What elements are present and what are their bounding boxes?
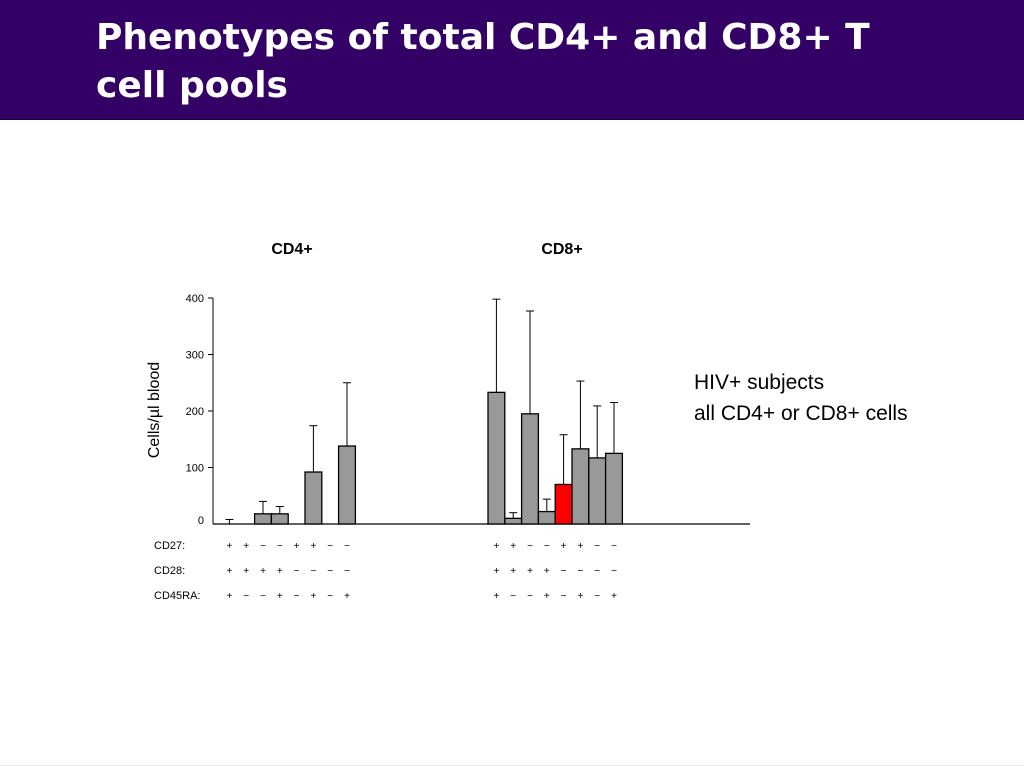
marker-sign: − bbox=[327, 541, 333, 552]
marker-sign: − bbox=[611, 566, 617, 577]
bar bbox=[337, 445, 357, 525]
marker-sign: − bbox=[327, 591, 333, 602]
marker-row-label: CD28: bbox=[154, 565, 185, 577]
marker-row-label: CD45RA: bbox=[154, 590, 200, 602]
footer-divider bbox=[0, 765, 1024, 766]
marker-sign: − bbox=[611, 541, 617, 552]
marker-sign: − bbox=[260, 591, 266, 602]
marker-row-label: CD27: bbox=[154, 540, 185, 552]
marker-sign: − bbox=[527, 541, 533, 552]
marker-sign: − bbox=[594, 566, 600, 577]
y-axis-label: Cells/µl blood bbox=[146, 362, 163, 458]
marker-sign: − bbox=[561, 566, 567, 577]
panel-title-0: CD4+ bbox=[271, 241, 312, 258]
marker-sign: − bbox=[594, 541, 600, 552]
highlighted-bar bbox=[554, 483, 573, 525]
marker-sign: + bbox=[493, 566, 499, 577]
marker-sign: − bbox=[577, 566, 583, 577]
marker-sign: + bbox=[510, 541, 516, 552]
y-tick-label: 300 bbox=[186, 350, 204, 362]
marker-sign: − bbox=[510, 591, 516, 602]
annotation-text: HIV+ subjects all CD4+ or CD8+ cells bbox=[694, 367, 908, 429]
marker-sign: + bbox=[344, 591, 350, 602]
marker-sign: − bbox=[594, 591, 600, 602]
bar bbox=[571, 448, 590, 525]
marker-sign: − bbox=[327, 566, 333, 577]
y-tick-label: 400 bbox=[186, 293, 204, 305]
marker-sign: − bbox=[344, 566, 350, 577]
slide-title: Phenotypes of total CD4+ and CD8+ T cell… bbox=[96, 17, 870, 106]
marker-sign: + bbox=[277, 591, 283, 602]
marker-sign: − bbox=[260, 541, 266, 552]
marker-sign: + bbox=[226, 541, 232, 552]
bar bbox=[588, 457, 607, 525]
marker-sign: − bbox=[544, 541, 550, 552]
marker-sign: − bbox=[294, 591, 300, 602]
bar bbox=[270, 513, 289, 525]
panel-title-1: CD8+ bbox=[541, 241, 582, 258]
marker-sign: − bbox=[344, 541, 350, 552]
marker-sign: + bbox=[544, 566, 550, 577]
marker-sign: − bbox=[294, 566, 300, 577]
bar bbox=[504, 517, 523, 525]
marker-sign: + bbox=[310, 541, 316, 552]
bar bbox=[304, 471, 323, 525]
title-banner: Phenotypes of total CD4+ and CD8+ T cell… bbox=[0, 0, 1024, 120]
bar bbox=[520, 413, 540, 525]
marker-sign: − bbox=[310, 566, 316, 577]
y-tick-label: 100 bbox=[186, 463, 204, 475]
marker-sign: + bbox=[611, 591, 617, 602]
marker-sign: − bbox=[561, 591, 567, 602]
marker-sign: + bbox=[493, 591, 499, 602]
y-tick-label: 200 bbox=[186, 406, 204, 418]
annotation-line-1: HIV+ subjects bbox=[694, 371, 825, 394]
marker-sign: + bbox=[577, 541, 583, 552]
marker-sign: + bbox=[243, 566, 249, 577]
marker-sign: + bbox=[544, 591, 550, 602]
bar bbox=[604, 452, 624, 525]
y-tick-label: 0 bbox=[198, 515, 204, 527]
marker-sign: + bbox=[226, 566, 232, 577]
marker-sign: + bbox=[561, 541, 567, 552]
marker-sign: + bbox=[243, 541, 249, 552]
bar bbox=[253, 513, 273, 525]
marker-sign: + bbox=[260, 566, 266, 577]
marker-sign: + bbox=[577, 591, 583, 602]
marker-sign: + bbox=[226, 591, 232, 602]
marker-sign: + bbox=[310, 591, 316, 602]
bar bbox=[487, 391, 506, 525]
marker-sign: − bbox=[243, 591, 249, 602]
marker-sign: − bbox=[527, 591, 533, 602]
marker-sign: + bbox=[277, 566, 283, 577]
annotation-line-2: all CD4+ or CD8+ cells bbox=[694, 402, 908, 425]
marker-sign: + bbox=[510, 566, 516, 577]
marker-sign: − bbox=[277, 541, 283, 552]
marker-sign: + bbox=[527, 566, 533, 577]
marker-sign: + bbox=[493, 541, 499, 552]
bar bbox=[537, 510, 556, 525]
marker-sign: + bbox=[294, 541, 300, 552]
